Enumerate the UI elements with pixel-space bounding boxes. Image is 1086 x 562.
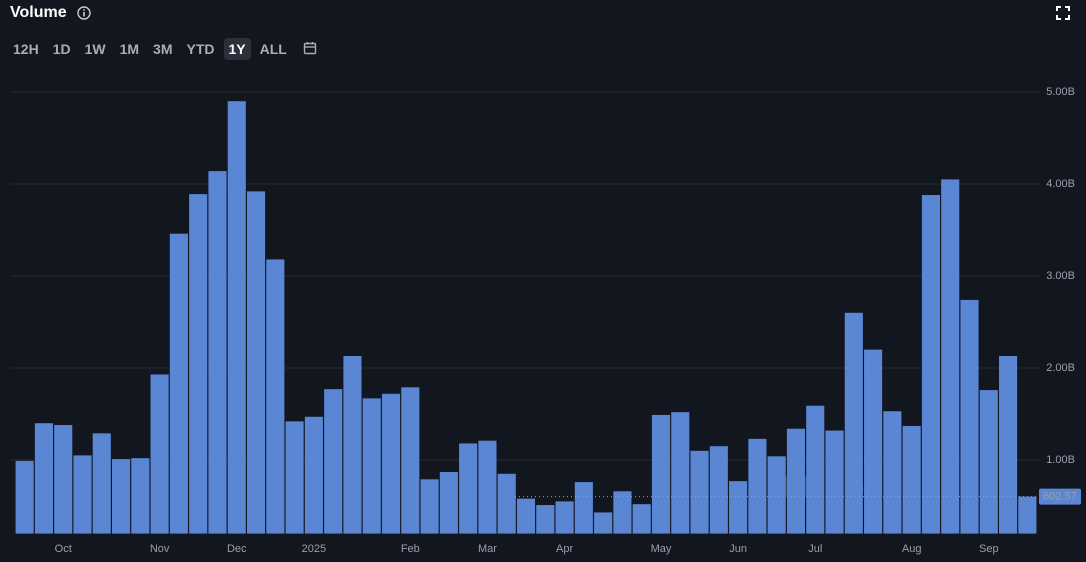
bar (806, 405, 825, 534)
bar (729, 481, 748, 534)
last-value-box (1039, 488, 1081, 505)
bar (902, 425, 921, 534)
bar (304, 416, 323, 534)
bar (459, 443, 478, 534)
x-tick-label: Sep (979, 543, 999, 555)
bar (767, 456, 786, 534)
x-tick-label: Oct (55, 543, 72, 555)
bar (594, 512, 613, 534)
range-button[interactable]: 3M (153, 41, 173, 57)
y-tick-label: 2.00B (1046, 362, 1075, 374)
bar (709, 446, 728, 534)
bar (266, 259, 285, 534)
range-button[interactable]: YTD (186, 41, 215, 57)
bar (478, 440, 497, 534)
last-value-label: 602.57 (1043, 490, 1077, 502)
range-button[interactable]: 12H (13, 41, 39, 57)
x-tick-label: Aug (902, 543, 922, 555)
x-tick-label: Mar (478, 543, 497, 555)
bar (420, 479, 439, 534)
x-tick-label: Feb (401, 543, 420, 555)
bar (111, 459, 131, 534)
bar (285, 421, 304, 534)
x-tick-label: Jun (729, 543, 747, 555)
range-selector: 12H 1D 1W 1M 3M YTD 1Y ALL (8, 38, 292, 60)
range-button[interactable]: 1M (119, 41, 140, 57)
bar (555, 501, 574, 534)
bar (227, 101, 246, 534)
bar (690, 450, 709, 534)
bar (516, 498, 536, 534)
bar (401, 387, 420, 534)
bar (613, 491, 632, 534)
bar (921, 195, 941, 534)
bar (92, 433, 111, 534)
bar (15, 460, 34, 534)
fullscreen-icon[interactable] (1056, 6, 1070, 20)
bar (574, 482, 593, 534)
bar (632, 504, 651, 534)
bar (748, 438, 767, 534)
bar (883, 411, 902, 534)
bar (362, 398, 381, 534)
bar (189, 194, 208, 534)
bar (439, 471, 458, 534)
bar (941, 179, 960, 534)
bar (1018, 496, 1037, 534)
bar (825, 430, 844, 534)
bar (208, 171, 227, 534)
bar (324, 389, 343, 534)
bar (844, 312, 863, 534)
y-tick-label: 5.00B (1046, 86, 1075, 98)
range-button[interactable]: 1D (52, 41, 71, 57)
bar (131, 458, 150, 534)
bar (960, 299, 979, 534)
bar (381, 393, 401, 534)
bar (999, 356, 1018, 534)
bar (864, 349, 883, 534)
bar (536, 505, 555, 534)
bar (150, 374, 169, 534)
range-button[interactable]: 1W (84, 41, 106, 57)
y-tick-label: 4.00B (1046, 178, 1075, 190)
range-button[interactable]: ALL (259, 41, 287, 57)
bar (34, 423, 53, 534)
x-tick-label: Nov (150, 543, 170, 555)
bar (73, 455, 92, 534)
bar (343, 356, 362, 534)
range-button[interactable]: 1Y (223, 38, 251, 60)
bar (497, 473, 516, 534)
bar (979, 390, 998, 534)
y-tick-label: 3.00B (1046, 270, 1075, 282)
x-tick-label: Jul (808, 543, 822, 555)
x-tick-label: 2025 (302, 543, 326, 555)
calendar-icon[interactable] (303, 41, 317, 55)
title: Volume (10, 4, 67, 21)
bar (671, 412, 690, 534)
y-tick-label: 1.00B (1046, 454, 1075, 466)
x-tick-label: Dec (227, 543, 247, 555)
bar (54, 425, 73, 534)
x-tick-label: May (651, 543, 672, 555)
bar (786, 428, 806, 534)
info-icon[interactable] (77, 6, 91, 20)
x-tick-label: Apr (556, 543, 573, 555)
bar (651, 414, 671, 534)
bar (169, 233, 188, 534)
bar (246, 191, 266, 534)
